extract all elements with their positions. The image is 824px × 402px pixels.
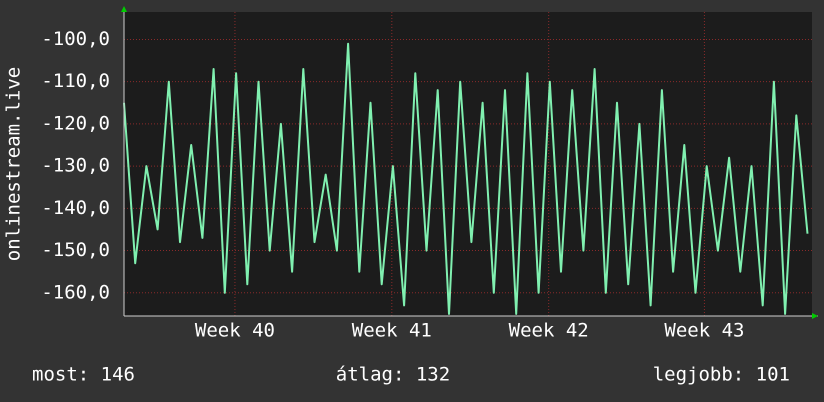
- x-tick-label: Week 42: [509, 320, 589, 342]
- footer-current: most: 146: [32, 364, 135, 386]
- y-tick-label: -120,0: [41, 112, 110, 134]
- footer-best: legjobb: 101: [653, 364, 790, 386]
- y-tick-label: -160,0: [41, 281, 110, 303]
- plot-area: [124, 12, 812, 316]
- y-tick-label: -130,0: [41, 155, 110, 177]
- footer-average: átlag: 132: [336, 364, 450, 386]
- data-line: [123, 42, 809, 315]
- x-tick-label: Week 40: [195, 320, 275, 342]
- y-tick-label: -150,0: [41, 239, 110, 261]
- x-tick-label: Week 43: [664, 320, 744, 342]
- x-arrow: [812, 313, 818, 319]
- y-axis-label: onlinestream.live: [3, 67, 25, 261]
- y-tick-label: -140,0: [41, 197, 110, 219]
- y-tick-label: -110,0: [41, 70, 110, 92]
- y-tick-label: -100,0: [41, 28, 110, 50]
- y-arrow: [121, 6, 127, 12]
- x-tick-label: Week 41: [352, 320, 432, 342]
